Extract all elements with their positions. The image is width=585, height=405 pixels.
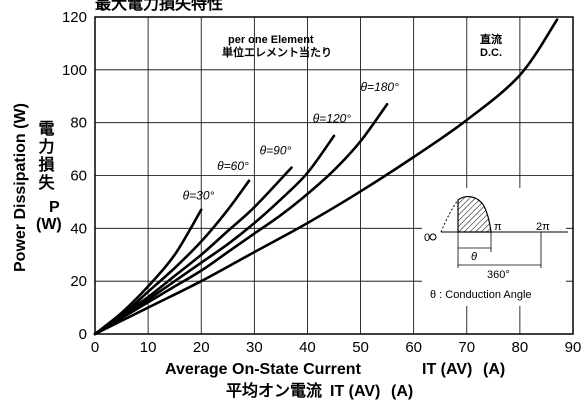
inset-pi-label: π [494, 221, 502, 233]
y-axis-symbol-jp: P [49, 199, 60, 216]
x-tick-label: 70 [458, 339, 475, 356]
y-tick-label: 60 [70, 168, 87, 185]
per-element-note-jp: 単位エレメント当たり [222, 45, 332, 59]
curve-label-120: θ=120° [313, 112, 352, 126]
y-axis-unit-jp: (W) [36, 216, 62, 233]
x-tick-label: 30 [246, 339, 263, 356]
y-tick-label: 120 [62, 9, 87, 26]
y-axis-title: Power Dissipation (W) [12, 103, 29, 272]
x-tick-label: 10 [140, 339, 157, 356]
curve-d-c [93, 18, 559, 336]
x-axis-title-jp-text: 平均オン電流 [226, 381, 322, 400]
x-tick-label: 20 [193, 339, 210, 356]
y-tick-label: 80 [70, 115, 87, 132]
inset-origin-marker [429, 233, 437, 241]
x-tick-label: 60 [405, 339, 422, 356]
curve-labels: θ=30° θ=60° θ=90° θ=120° θ=180° [183, 80, 399, 202]
x-tick-label: 50 [352, 339, 369, 356]
curve-90 [93, 166, 293, 336]
conduction-angle-inset: 0 π 2π θ 360° θ : Conduction Angle [422, 188, 568, 306]
curve-180 [93, 102, 389, 336]
x-tick-labels: 0 10 20 30 40 50 60 70 80 90 [91, 339, 582, 356]
inset-theta-label: θ [471, 251, 477, 263]
x-tick-label: 90 [565, 339, 582, 356]
inset-two-pi-label: 2π [536, 221, 550, 233]
inset-period-label: 360° [487, 269, 510, 281]
y-axis-title-jp: 電力損失 [36, 120, 55, 192]
y-tick-label: 0 [79, 326, 87, 343]
x-axis-symbol-jp: IT (AV) [330, 383, 380, 400]
x-axis-title-jp: 平均オン電流 IT (AV) (A) [226, 381, 413, 400]
x-axis-unit: (A) [483, 361, 505, 378]
inset-dotted-rise [440, 199, 459, 233]
x-tick-label: 80 [512, 339, 529, 356]
dc-note-jp: 直流 [480, 32, 502, 46]
inset-legend: θ : Conduction Angle [430, 289, 532, 301]
curve-label-180: θ=180° [361, 80, 400, 94]
y-tick-label: 100 [62, 62, 87, 79]
x-tick-label: 0 [91, 339, 99, 356]
inset-hatched-wave [457, 196, 492, 233]
dc-note-en: D.C. [480, 47, 502, 59]
inset-background [422, 188, 566, 306]
curves [93, 18, 559, 336]
chart-title: 最大電力損失特性 [95, 0, 223, 13]
y-tick-label: 40 [70, 220, 87, 237]
x-axis-title-text: Average On-State Current [165, 361, 362, 378]
per-element-note: per one Element [228, 34, 314, 46]
x-axis-title: Average On-State Current IT (AV) (A) [165, 361, 505, 378]
y-tick-labels: 0 20 40 60 80 100 120 [62, 9, 87, 343]
y-tick-label: 20 [70, 273, 87, 290]
curve-label-60: θ=60° [217, 159, 249, 173]
x-axis-unit-jp: (A) [391, 383, 413, 400]
curve-label-30: θ=30° [183, 188, 215, 202]
x-axis-symbol: IT (AV) [422, 361, 472, 378]
x-tick-label: 40 [299, 339, 316, 356]
curve-label-90: θ=90° [260, 143, 292, 157]
inset-zero-label: 0 [424, 232, 430, 244]
